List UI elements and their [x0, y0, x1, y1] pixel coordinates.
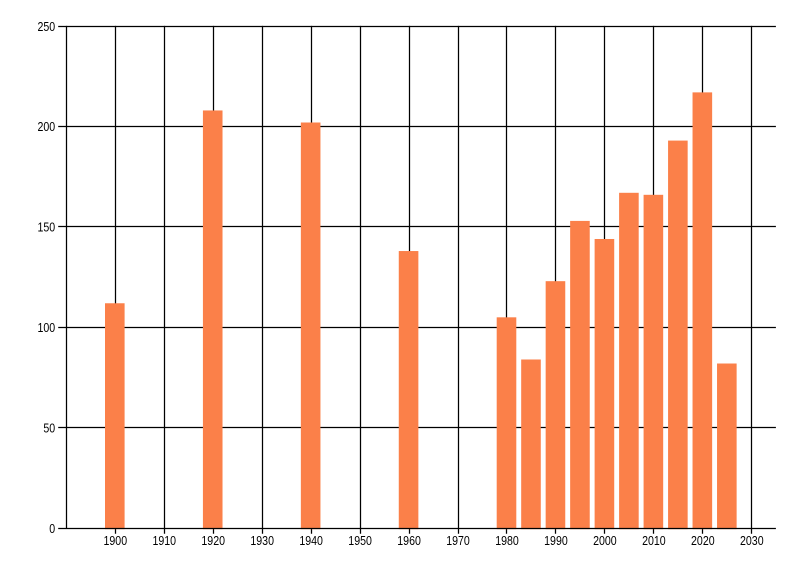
svg-text:1900: 1900 — [104, 533, 128, 548]
svg-text:1940: 1940 — [299, 533, 323, 548]
svg-text:1930: 1930 — [250, 533, 274, 548]
svg-text:250: 250 — [38, 19, 56, 34]
svg-text:100: 100 — [38, 320, 56, 335]
svg-text:1990: 1990 — [544, 533, 568, 548]
svg-text:1920: 1920 — [201, 533, 225, 548]
svg-text:50: 50 — [43, 420, 55, 435]
svg-text:150: 150 — [38, 220, 56, 235]
svg-text:0: 0 — [49, 521, 55, 536]
svg-text:200: 200 — [38, 119, 56, 134]
svg-text:1980: 1980 — [495, 533, 519, 548]
svg-text:2030: 2030 — [740, 533, 764, 548]
svg-text:1910: 1910 — [152, 533, 176, 548]
svg-text:1970: 1970 — [446, 533, 470, 548]
svg-text:2000: 2000 — [593, 533, 617, 548]
svg-text:1960: 1960 — [397, 533, 421, 548]
svg-text:2010: 2010 — [642, 533, 666, 548]
svg-text:1950: 1950 — [348, 533, 372, 548]
svg-text:2020: 2020 — [691, 533, 715, 548]
